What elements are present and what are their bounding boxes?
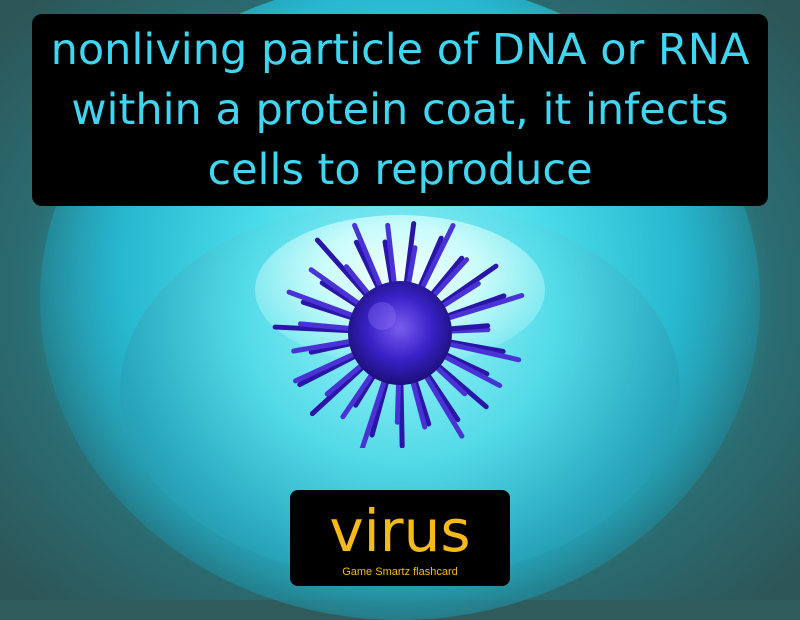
- virus-capsid: [348, 281, 452, 385]
- virus-spike: [359, 366, 391, 448]
- virus-particle-icon: [272, 221, 525, 448]
- brand-label: Game Smartz flashcard: [342, 566, 458, 578]
- virus-highlight: [368, 302, 396, 330]
- virus-spike: [436, 339, 522, 363]
- definition-text: nonliving particle of DNA or RNA within …: [50, 25, 750, 195]
- term-panel: virus Game Smartz flashcard: [290, 490, 510, 586]
- virus-spike: [286, 289, 366, 322]
- virus-spike: [435, 293, 525, 324]
- term-text: virus: [329, 497, 471, 565]
- definition-panel: nonliving particle of DNA or RNA within …: [32, 14, 768, 206]
- virus-spike: [417, 363, 465, 439]
- virus-spike: [293, 347, 367, 384]
